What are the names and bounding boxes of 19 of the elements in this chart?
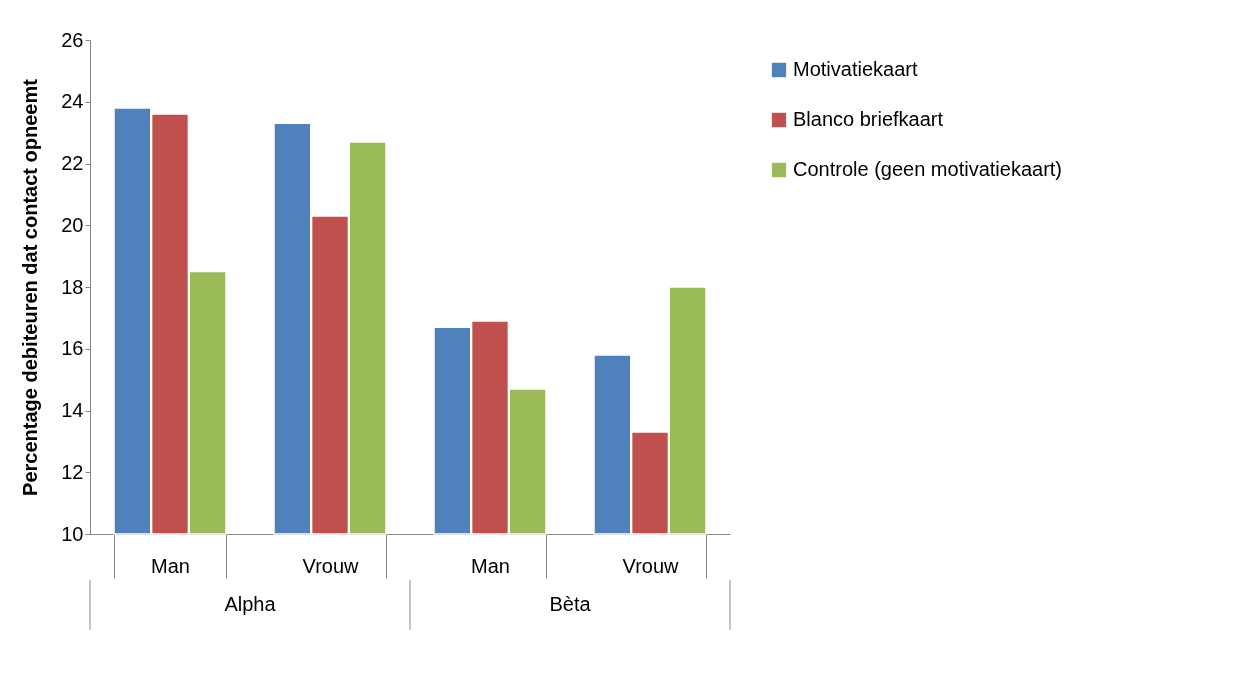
y-tick-label: 26 <box>61 28 84 51</box>
y-tick-label: 12 <box>61 460 84 483</box>
text: Alpha <box>224 593 277 615</box>
y-tick-label: 22 <box>61 152 84 174</box>
y-tick-label: 10 <box>61 522 84 545</box>
legend-label: Motivatiekaart <box>793 58 918 80</box>
y-tick-label: 14 <box>61 399 84 421</box>
x-tick-label: Vrouw <box>302 554 360 577</box>
legend-label: Controle (geen motivatiekaart) <box>793 158 1063 180</box>
text: Bèta <box>549 593 592 615</box>
x-tick-label: Man <box>151 554 190 577</box>
x-tick-label: Vrouw <box>622 554 680 577</box>
x-tick-label: Man <box>471 554 510 577</box>
y-axis-title: Percentage debiteuren dat contact opneemt <box>19 78 42 496</box>
y-tick-label: 20 <box>61 213 84 236</box>
y-tick-label: 18 <box>61 275 84 298</box>
y-tick-label: 24 <box>61 90 84 113</box>
legend-label: Blanco briefkaart <box>793 108 944 130</box>
y-tick-label: 16 <box>61 337 84 360</box>
